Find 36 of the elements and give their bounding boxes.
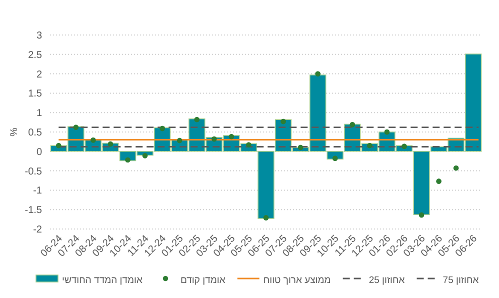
y-tick-label: 0.5 [28, 128, 42, 138]
point [90, 138, 96, 143]
point [125, 157, 130, 163]
y-tick-label: -0.5 [24, 166, 42, 178]
y-axis-title: % [9, 127, 20, 136]
y-tick-label: 2.5 [28, 50, 42, 61]
point [228, 134, 234, 140]
point [263, 215, 269, 220]
point [142, 153, 148, 158]
point [418, 212, 424, 218]
point [108, 141, 114, 147]
point [315, 71, 320, 76]
y-tick-label: 0 [36, 146, 42, 158]
point [177, 138, 182, 144]
y-tick-label: 2 [36, 69, 42, 80]
legend-label: אומדן קודם [180, 275, 226, 286]
legend-label: אחוזון 75 [442, 275, 479, 286]
y-tick-label: -2 [33, 224, 42, 236]
y-tick-label: 1 [36, 108, 42, 120]
point [453, 165, 459, 171]
y-tick-label: -1 [33, 186, 42, 197]
point [160, 126, 165, 132]
point [73, 124, 79, 130]
point [436, 178, 442, 184]
y-tick-label: 3 [36, 30, 42, 42]
y-tick-label: 1.5 [28, 88, 42, 100]
point [384, 129, 390, 135]
point [350, 122, 355, 128]
point [280, 118, 286, 124]
legend-label: אחוזון 25 [368, 275, 405, 286]
point [298, 144, 304, 150]
y-tick-label: -1.5 [24, 205, 42, 216]
point [194, 116, 200, 122]
legend-label: אומדן המדד החודשי [62, 275, 142, 286]
point [212, 136, 217, 142]
legend-label: ממוצע ארוך טווח [263, 275, 331, 286]
